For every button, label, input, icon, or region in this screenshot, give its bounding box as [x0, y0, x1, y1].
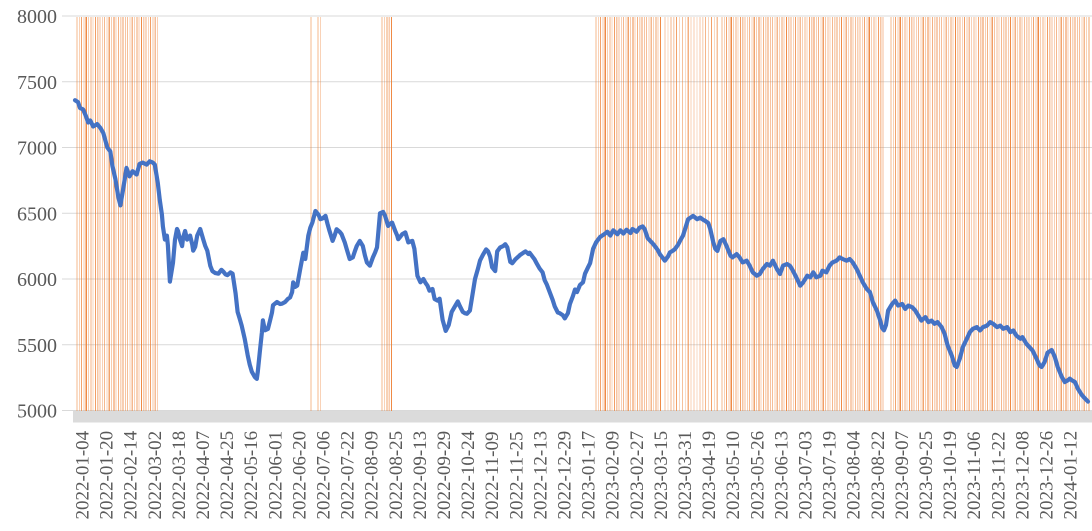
- x-tick-label: 2023-09-07: [892, 431, 913, 520]
- x-tick-label: 2023-11-06: [964, 432, 985, 520]
- x-tick-label: 2022-11-09: [482, 432, 503, 520]
- x-tick-label: 2022-02-14: [121, 430, 142, 519]
- y-tick-label: 7500: [17, 72, 57, 94]
- x-tick-label: 2023-12-08: [1012, 431, 1033, 520]
- x-tick-label: 2022-07-22: [338, 431, 359, 520]
- x-tick-label: 2023-08-22: [868, 431, 889, 520]
- x-tick-label: 2024-01-12: [1061, 431, 1082, 520]
- x-tick-label: 2022-03-02: [145, 431, 166, 520]
- x-tick-label: 2022-09-29: [434, 431, 455, 520]
- x-tick-label: 2022-07-06: [314, 431, 335, 520]
- x-tick-label: 2023-09-25: [916, 431, 937, 520]
- x-tick-label: 2023-02-27: [627, 431, 648, 520]
- x-tick-label: 2023-10-19: [940, 431, 961, 520]
- y-tick-label: 6000: [17, 269, 57, 291]
- price-line: [72, 98, 1091, 404]
- x-tick-label: 2022-04-25: [217, 431, 238, 520]
- x-tick-label: 2022-06-20: [289, 431, 310, 520]
- x-tick-label: 2022-05-16: [241, 431, 262, 520]
- y-tick-label: 5000: [17, 401, 57, 423]
- x-tick-label: 2023-06-13: [771, 431, 792, 520]
- x-tick-label: 2022-11-25: [506, 432, 527, 520]
- highlight-stripes: [76, 17, 1090, 411]
- x-axis-tick-labels: 2022-01-04 2022-01-20 2022-02-14 2022-03-02…: [73, 430, 1082, 519]
- x-tick-label: 2022-01-20: [97, 431, 118, 520]
- x-tick-label: 2022-09-13: [410, 431, 431, 520]
- x-tick-label: 2023-12-26: [1037, 431, 1058, 520]
- x-tick-label: 2023-03-15: [651, 431, 672, 520]
- x-tick-label: 2023-02-09: [603, 431, 624, 520]
- x-tick-label: 2023-08-04: [844, 430, 865, 519]
- x-tick-label: 2023-04-19: [699, 431, 720, 520]
- x-tick-label: 2022-06-01: [265, 431, 286, 520]
- x-tick-label: 2022-01-04: [73, 430, 94, 519]
- x-tick-label: 2022-10-24: [458, 430, 479, 519]
- x-tick-label: 2022-08-09: [362, 431, 383, 520]
- y-tick-label: 6500: [17, 203, 57, 225]
- x-tick-label: 2023-03-31: [675, 431, 696, 520]
- x-tick-label: 2023-05-10: [723, 431, 744, 520]
- x-tick-label: 2023-07-19: [820, 431, 841, 520]
- y-tick-label: 7000: [17, 138, 57, 160]
- y-axis-tick-labels: 8000 7500 7000 6500 6000 5500 5000: [17, 6, 57, 423]
- y-tick-label: 8000: [17, 6, 57, 28]
- x-axis-strip: [73, 411, 1092, 423]
- x-tick-label: 2022-08-25: [386, 431, 407, 520]
- y-tick-label: 5500: [17, 335, 57, 357]
- x-tick-label: 2023-07-03: [796, 431, 817, 520]
- x-tick-label: 2023-11-22: [988, 432, 1009, 520]
- x-tick-label: 2022-12-13: [530, 431, 551, 520]
- x-tick-label: 2022-03-18: [169, 431, 190, 520]
- x-tick-label: 2022-12-29: [555, 431, 576, 520]
- price-line-series: [72, 98, 1091, 404]
- x-tick-label: 2023-01-17: [579, 431, 600, 520]
- x-tick-label: 2022-04-07: [193, 431, 214, 520]
- x-tick-label: 2023-05-26: [747, 431, 768, 520]
